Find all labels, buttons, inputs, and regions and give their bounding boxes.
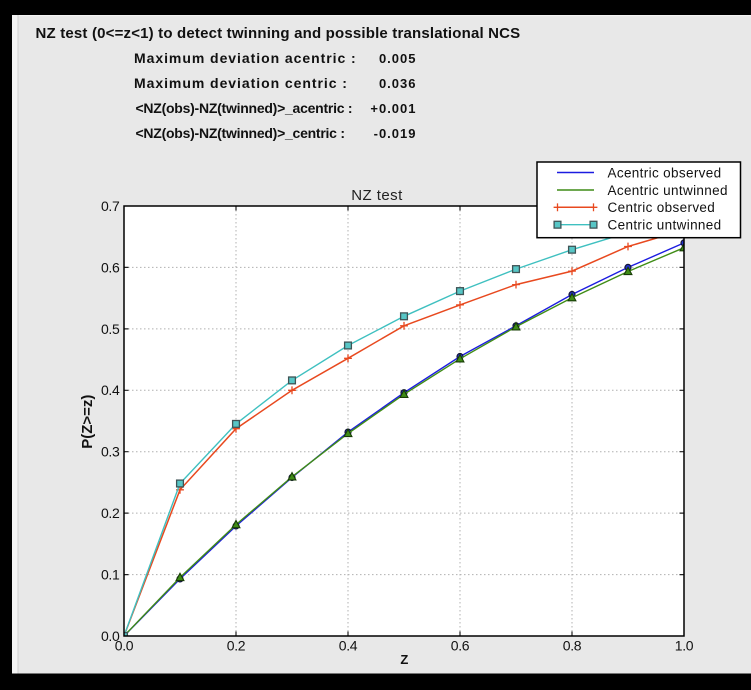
svg-text:+0.001: +0.001 <box>370 101 416 116</box>
svg-text:-0.019: -0.019 <box>374 126 417 141</box>
svg-text:NZ test: NZ test <box>351 187 403 204</box>
svg-text:0.8: 0.8 <box>563 638 582 654</box>
svg-text:0.0: 0.0 <box>101 628 120 644</box>
svg-text:0.4: 0.4 <box>101 382 120 398</box>
svg-text:0.2: 0.2 <box>101 505 120 521</box>
svg-text:0.6: 0.6 <box>451 638 470 654</box>
svg-text:Maximum deviation centric :: Maximum deviation centric : <box>134 75 348 91</box>
svg-text:Acentric untwinned: Acentric untwinned <box>608 183 728 198</box>
svg-text:P(Z>=z): P(Z>=z) <box>79 395 96 449</box>
svg-text:0.5: 0.5 <box>101 321 120 337</box>
svg-text:0.005: 0.005 <box>379 51 417 66</box>
svg-text:0.7: 0.7 <box>101 198 120 214</box>
svg-text:0.3: 0.3 <box>101 444 120 460</box>
svg-text:Centric untwinned: Centric untwinned <box>608 218 722 233</box>
svg-text:Z: Z <box>400 652 408 667</box>
svg-text:NZ test (0<=z<1) to detect twi: NZ test (0<=z<1) to detect twinning and … <box>36 25 521 42</box>
svg-text:Centric observed: Centric observed <box>608 200 716 215</box>
svg-text:<NZ(obs)-NZ(twinned)>_acentric: <NZ(obs)-NZ(twinned)>_acentric : <box>136 100 353 116</box>
svg-text:0.2: 0.2 <box>227 638 246 654</box>
svg-text:0.0: 0.0 <box>115 638 134 654</box>
svg-text:0.6: 0.6 <box>101 259 120 275</box>
svg-text:0.1: 0.1 <box>101 567 120 583</box>
svg-text:0.4: 0.4 <box>339 638 358 654</box>
svg-text:Acentric observed: Acentric observed <box>608 165 722 180</box>
svg-text:Maximum deviation acentric :: Maximum deviation acentric : <box>134 50 357 66</box>
svg-text:<NZ(obs)-NZ(twinned)>_centric: <NZ(obs)-NZ(twinned)>_centric : <box>136 125 345 141</box>
svg-text:1.0: 1.0 <box>675 638 694 654</box>
svg-text:0.036: 0.036 <box>379 76 417 91</box>
